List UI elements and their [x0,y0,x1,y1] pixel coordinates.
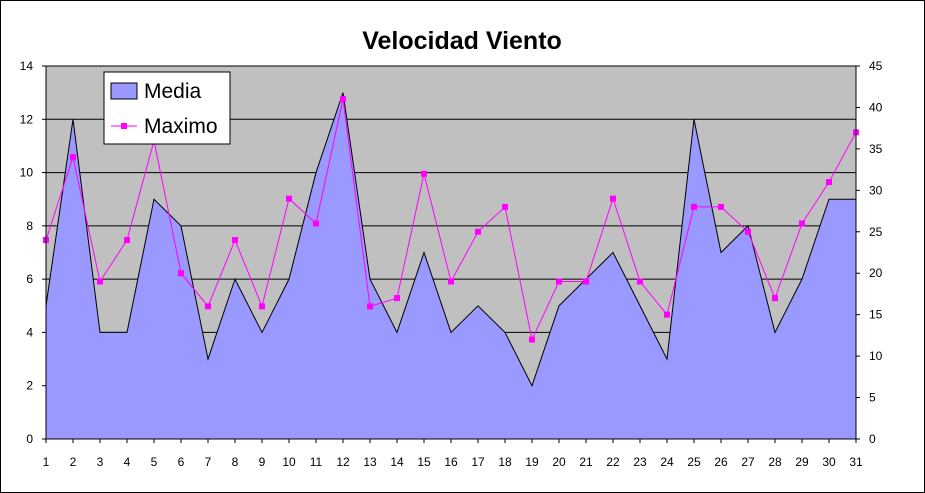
y-right-tick-label: 25 [869,225,883,239]
y-right-tick-label: 35 [869,142,883,156]
x-tick-label: 15 [417,455,431,469]
x-tick-label: 30 [822,455,836,469]
x-tick-label: 27 [741,455,755,469]
x-tick-label: 7 [205,455,212,469]
x-tick-label: 20 [552,455,566,469]
maximo-point [529,336,535,343]
axes [42,65,860,443]
y-right-tick-label: 20 [869,266,883,280]
x-tick-label: 9 [259,455,266,469]
legend: Media Maximo [103,71,231,145]
x-tick-label: 25 [687,455,701,469]
chart-title: Velocidad Viento [362,27,562,55]
maximo-point [610,195,616,202]
x-tick-label: 6 [178,455,185,469]
maximo-point [475,228,481,235]
maximo-point [502,203,508,210]
x-tick-label: 16 [444,455,458,469]
maximo-point [205,303,211,310]
legend-maximo-marker [121,123,127,129]
y-right-tick-label: 15 [869,308,883,322]
maximo-point [556,278,562,285]
media-area [45,92,857,440]
y-left-tick-label: 10 [20,166,34,180]
x-tick-label: 13 [363,455,377,469]
y-right-tick-label: 40 [869,100,883,114]
y-right-tick-labels: 0 5 10 15 20 25 30 35 40 45 [869,59,883,446]
y-left-tick-label: 0 [26,432,33,446]
maximo-point [259,303,265,310]
maximo-point [583,278,589,285]
maximo-point [394,295,400,302]
maximo-point [313,220,319,227]
y-left-tick-label: 12 [20,112,34,126]
maximo-point [232,237,238,244]
maximo-point [70,154,76,161]
maximo-point [421,170,427,177]
x-tick-label: 29 [795,455,809,469]
x-tick-label: 21 [579,455,593,469]
y-right-tick-label: 10 [869,349,883,363]
y-right-tick-label: 0 [869,432,876,446]
x-tick-label: 24 [660,455,674,469]
x-tick-label: 3 [97,455,104,469]
x-tick-label: 2 [70,455,77,469]
maximo-point [691,203,697,210]
x-tick-label: 22 [606,455,620,469]
x-tick-label: 12 [336,455,350,469]
y-left-tick-label: 2 [26,379,33,393]
maximo-point [97,278,103,285]
maximo-point [826,179,832,186]
x-tick-label: 1 [43,455,50,469]
y-left-tick-label: 6 [26,272,33,286]
x-tick-labels: 1 2 3 4 5 6 7 8 9 10 11 12 13 14 15 16 17 18 19 20 21 22 23 24 2… [43,455,863,469]
maximo-line-layer [43,96,859,343]
x-tick-label: 23 [633,455,647,469]
maximo-point [124,237,130,244]
x-tick-label: 14 [390,455,404,469]
maximo-point [637,278,643,285]
y-left-tick-label: 8 [26,219,33,233]
maximo-point [664,311,670,318]
y-right-tick-label: 45 [869,59,883,73]
x-tick-label: 28 [768,455,782,469]
x-tick-label: 10 [282,455,296,469]
x-tick-label: 4 [124,455,131,469]
maximo-point [745,228,751,235]
legend-media-swatch [110,82,138,100]
maximo-point [448,278,454,285]
media-area-layer [45,92,857,440]
y-left-tick-labels: 0 2 4 6 8 10 12 14 [20,59,34,446]
x-tick-label: 26 [714,455,728,469]
maximo-point [718,203,724,210]
maximo-point [178,270,184,277]
legend-media-label: Media [144,80,202,103]
x-tick-label: 19 [525,455,539,469]
y-right-tick-label: 30 [869,183,883,197]
x-tick-label: 11 [310,455,323,469]
y-left-tick-label: 4 [26,325,33,339]
x-tick-label: 8 [232,455,239,469]
legend-maximo-label: Maximo [144,115,218,138]
x-tick-label: 5 [151,455,158,469]
maximo-point [286,195,292,202]
x-tick-label: 18 [498,455,512,469]
maximo-point [799,220,805,227]
maximo-point [340,96,346,103]
maximo-point [367,303,373,310]
maximo-point [772,295,778,302]
x-tick-label: 17 [471,455,485,469]
x-tick-label: 31 [849,455,863,469]
y-left-tick-label: 14 [20,59,34,73]
y-right-tick-label: 5 [869,391,876,405]
